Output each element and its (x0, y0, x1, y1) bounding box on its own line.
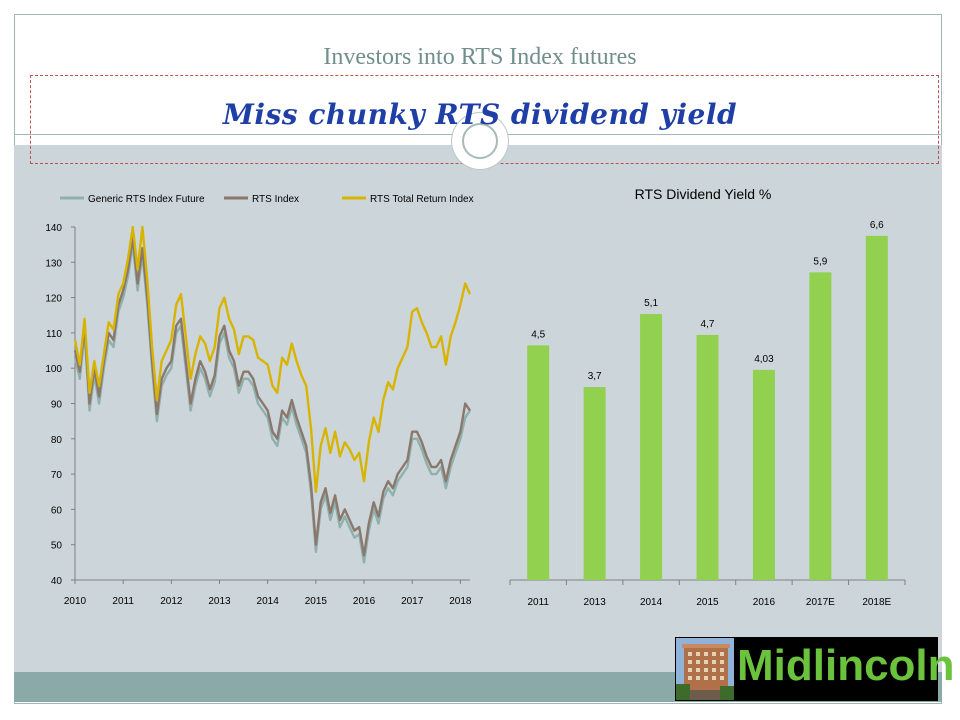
midlincoln-logo: Midlincoln (675, 637, 955, 701)
legend-label: Generic RTS Index Future (88, 194, 205, 205)
bar-value-label: 3,7 (588, 371, 602, 382)
bar-category-label: 2017E (806, 597, 835, 608)
bar-category-label: 2014 (640, 597, 663, 608)
bar-value-label: 4,7 (701, 319, 715, 330)
y-tick-label: 80 (51, 435, 63, 446)
line-chart-series (73, 225, 472, 564)
x-tick-label: 2017 (401, 596, 424, 607)
bar-2011 (527, 345, 550, 580)
series-line-1 (73, 236, 471, 557)
x-tick-label: 2018 (449, 596, 472, 607)
bar-value-label: 4,03 (754, 354, 774, 365)
series-line-0 (73, 243, 471, 564)
line-chart-axes: 40 50 60 70 80 90 100 110 120 130 140 2010 2011 2012 2… (45, 223, 472, 607)
content-area (14, 145, 942, 672)
bar-value-label: 6,6 (870, 220, 884, 231)
bar-2018E (865, 235, 888, 580)
y-tick-label: 110 (46, 329, 62, 340)
y-tick-label: 120 (45, 294, 62, 305)
bar-chart-title: RTS Dividend Yield % (635, 186, 772, 202)
bar-2017E (809, 272, 832, 580)
legend-label: RTS Index (252, 194, 299, 205)
bar-value-label: 5,1 (644, 298, 658, 309)
slide-subtitle: Miss chunky RTS dividend yield (222, 98, 738, 131)
divider-circle-ornament (452, 113, 508, 169)
bar-category-label: 2013 (584, 597, 607, 608)
building-logo-icon (676, 638, 734, 700)
bar-category-label: 2018E (862, 597, 891, 608)
y-tick-label: 50 (51, 541, 63, 552)
y-tick-label: 130 (45, 258, 62, 269)
y-tick-label: 140 (45, 223, 62, 234)
bar-value-label: 4,5 (531, 329, 545, 340)
y-tick-label: 100 (45, 364, 62, 375)
x-tick-label: 2010 (64, 596, 87, 607)
x-tick-label: 2016 (353, 596, 376, 607)
x-tick-label: 2011 (112, 596, 134, 607)
series-line-2 (73, 225, 472, 493)
bar-2014 (640, 314, 663, 580)
bar-chart-axes (509, 579, 906, 585)
bar-2013 (583, 387, 606, 580)
bar-value-label: 5,9 (813, 256, 827, 267)
y-tick-label: 90 (51, 400, 63, 411)
slide-title: Investors into RTS Index futures (323, 44, 637, 70)
bar-category-label: 2016 (753, 597, 776, 608)
bar-category-label: 2011 (527, 597, 549, 608)
x-tick-label: 2014 (257, 596, 280, 607)
bar-2016 (752, 369, 775, 580)
x-tick-label: 2012 (160, 596, 183, 607)
bar-2015 (696, 334, 719, 580)
y-tick-label: 70 (51, 470, 63, 481)
x-tick-label: 2015 (305, 596, 328, 607)
logo-text: Midlincoln (737, 641, 955, 690)
legend-label: RTS Total Return Index (370, 194, 474, 205)
bar-chart-bars: 4,5 2011 3,7 2013 5,1 2014 4,7 2015 4,03 2016 5,9 2… (527, 220, 892, 608)
bar-category-label: 2015 (696, 597, 719, 608)
x-tick-label: 2013 (208, 596, 231, 607)
line-chart-legend: Generic RTS Index Future RTS Index RTS Tot… (60, 194, 474, 205)
dividend-yield-bar-chart: RTS Dividend Yield % 4,5 2011 3,7 2013 5,1 20… (509, 186, 906, 608)
y-tick-label: 60 (51, 505, 63, 516)
y-tick-label: 40 (51, 576, 63, 587)
rts-line-chart: Generic RTS Index Future RTS Index RTS Tot… (45, 194, 474, 607)
